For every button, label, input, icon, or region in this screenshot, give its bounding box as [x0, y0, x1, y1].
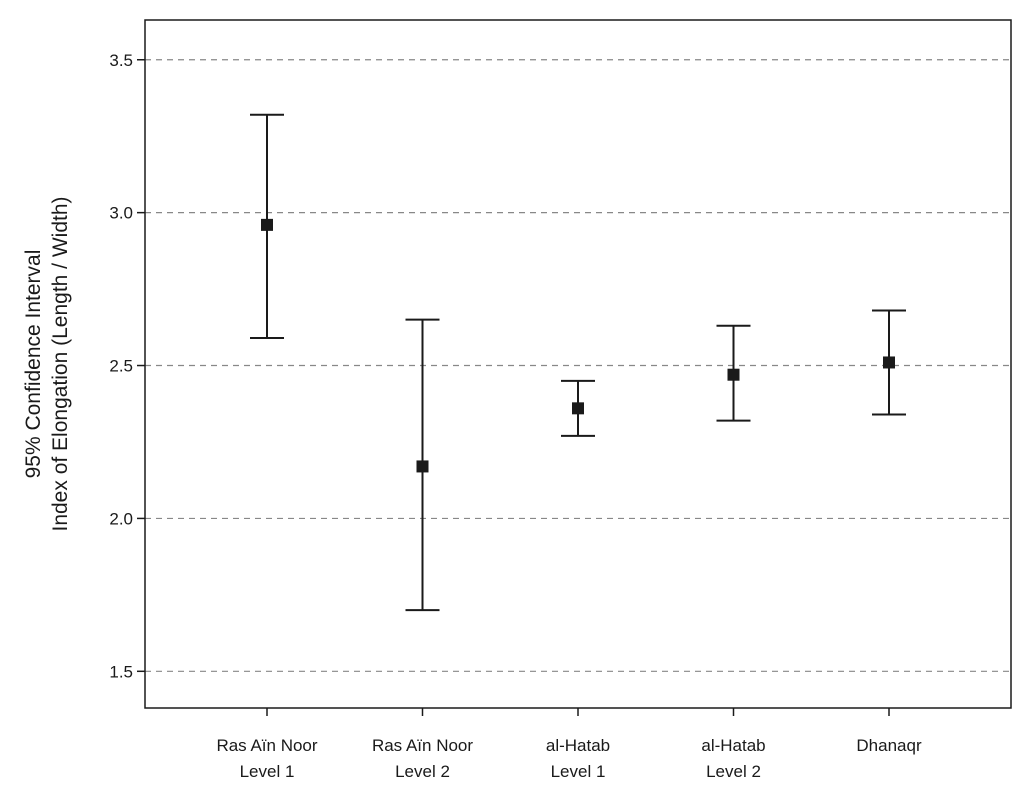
plot-frame — [144, 19, 1012, 709]
y-tick-label: 2.5 — [109, 357, 133, 376]
y-axis: 1.5 2.0 2.5 3.0 3.5 — [109, 51, 145, 681]
x-tick-label-line2: Level 2 — [395, 762, 450, 781]
mean-marker — [572, 402, 584, 415]
error-bar — [250, 113, 284, 340]
error-bar — [872, 309, 906, 416]
error-bar — [561, 379, 595, 437]
x-tick-label-line2: Level 2 — [706, 762, 761, 781]
grid-lines — [145, 59, 1011, 672]
x-tick-label-line2: Level 1 — [240, 762, 295, 781]
error-bar-series — [250, 113, 906, 612]
x-tick-label-line1: Ras Aïn Noor — [216, 736, 317, 755]
error-bar — [716, 324, 751, 422]
mean-marker — [416, 460, 429, 473]
y-tick-label: 3.5 — [109, 51, 133, 70]
mean-marker — [727, 368, 740, 381]
y-tick-label: 3.0 — [109, 204, 133, 223]
x-tick-label-line1: Dhanaqr — [856, 736, 922, 755]
y-tick-label: 2.0 — [109, 509, 133, 528]
x-tick-label-line1: al-Hatab — [546, 736, 610, 755]
y-axis-title-line1: 95% Confidence Interval — [22, 250, 45, 479]
x-tick-label-line1: Ras Aïn Noor — [372, 736, 473, 755]
y-tick-label: 1.5 — [109, 662, 133, 681]
x-tick-label-line1: al-Hatab — [701, 736, 765, 755]
mean-marker — [261, 218, 273, 231]
mean-marker — [883, 356, 895, 369]
error-bar — [405, 318, 440, 612]
y-axis-title-line2: Index of Elongation (Length / Width) — [49, 196, 72, 531]
x-axis: Ras Aïn Noor Level 1 Ras Aïn Noor Level 2 al… — [216, 708, 922, 781]
x-tick-label-line2: Level 1 — [551, 762, 606, 781]
